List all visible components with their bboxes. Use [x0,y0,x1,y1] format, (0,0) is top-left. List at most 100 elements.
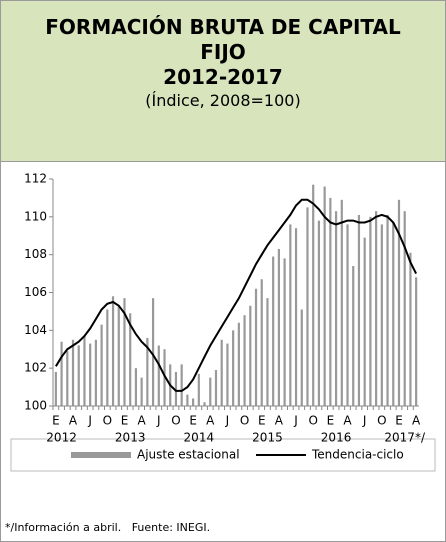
y-tick-label: 100 [24,399,47,413]
x-tick-label: E [395,414,403,428]
bar [386,214,389,406]
bar [260,279,263,406]
bar [89,343,92,406]
footnote: */Información a abril. Fuente: INEGI. [5,521,211,534]
x-tick-label: O [308,414,317,428]
y-tick-label: 110 [24,209,47,223]
year-label: 2014 [184,431,215,445]
bar [340,199,343,406]
legend-swatch [71,452,131,458]
y-tick-label: 112 [24,172,47,186]
x-tick-label: A [412,414,421,428]
bar [283,258,286,406]
x-tick-label: A [275,414,284,428]
bar [237,322,240,406]
bar [77,345,80,406]
bar [369,216,372,406]
x-tick-label: E [121,414,129,428]
bar [277,248,280,406]
bar [289,224,292,406]
bar [220,339,223,406]
x-tick-label: A [343,414,352,428]
bar [180,364,183,406]
bar [151,298,155,406]
bar [60,341,63,406]
x-tick-label: J [293,414,298,428]
year-label: 2016 [321,431,352,445]
y-tick-label: 104 [24,323,47,337]
bar [54,371,57,406]
bar [380,224,383,406]
bar [106,309,109,406]
x-tick-label: J [362,414,367,428]
year-label: 2017*/ [384,431,426,445]
bar [186,394,189,406]
bar [312,184,315,406]
bar [243,315,246,406]
x-tick-label: O [103,414,112,428]
bar [123,298,126,406]
bar [66,351,69,406]
bar [254,288,258,406]
bar [329,197,332,406]
x-tick-label: E [189,414,197,428]
bar [375,211,378,406]
bar [334,211,338,406]
bar [249,305,252,406]
bar [232,330,235,406]
bar [409,252,412,406]
bar [363,237,366,406]
bar [146,337,149,406]
bar [397,199,401,406]
bar [100,324,103,406]
y-tick-label: 102 [24,361,47,375]
bar [214,370,218,406]
trend-line [55,198,417,392]
legend-label: Ajuste estacional [137,448,240,462]
bar [294,228,298,406]
bar [357,214,361,406]
x-tick-label: A [206,414,215,428]
bar [94,339,97,406]
x-tick-label: E [258,414,266,428]
bar [197,373,200,406]
bar [352,266,355,406]
year-label: 2015 [252,431,283,445]
bar [323,186,326,406]
x-tick-label: E [327,414,335,428]
x-tick-label: E [52,414,60,428]
bar [71,339,75,406]
bar [300,309,303,406]
bar [272,256,275,406]
x-tick-label: J [156,414,161,428]
chart-period: 2012-2017 [163,65,283,89]
x-tick-label: O [171,414,180,428]
chart-subtitle: (Índice, 2008=100) [145,91,301,110]
bar [157,345,160,406]
y-tick-label: 106 [24,285,47,299]
bar [117,305,120,406]
year-label: 2012 [46,431,77,445]
bar [83,336,86,406]
bar [129,313,132,406]
bar [306,207,309,406]
bar [174,371,178,406]
header: FORMACIÓN BRUTA DE CAPITAL FIJO 2012-201… [1,1,445,162]
bar [140,377,143,406]
y-tick-label: 108 [24,247,47,261]
legend-label: Tendencia-ciclo [311,448,404,462]
bar [403,211,406,406]
x-tick-label: O [377,414,386,428]
chart-title: FORMACIÓN BRUTA DE CAPITAL FIJO [45,15,401,64]
legend-box [10,438,436,472]
bar [203,402,206,406]
bar [415,277,418,406]
year-label: 2013 [115,431,146,445]
bar [392,222,395,406]
x-tick-label: O [240,414,249,428]
bar [209,377,212,406]
bar [134,368,138,406]
bar [192,398,195,406]
